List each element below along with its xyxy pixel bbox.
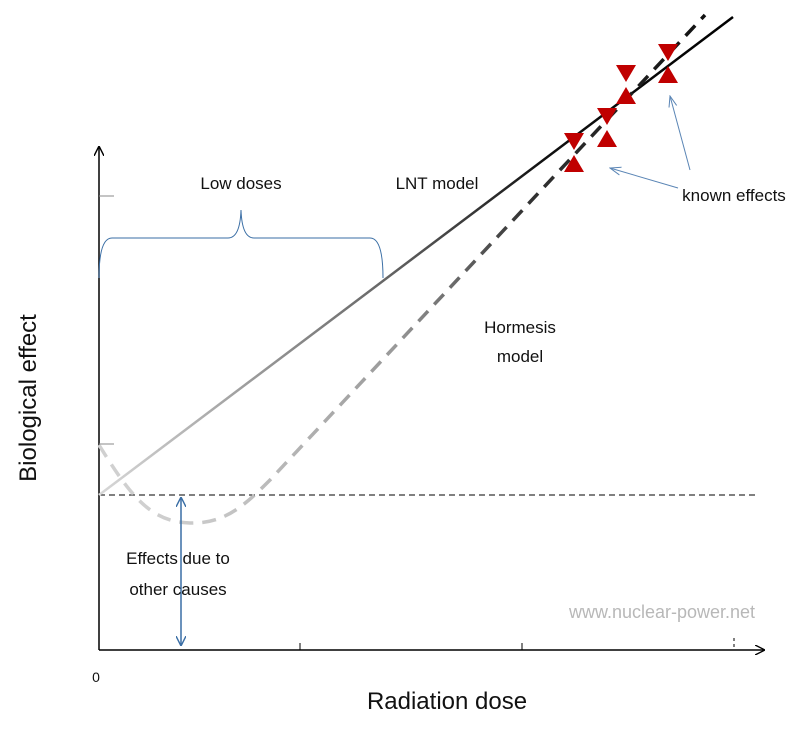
axis-ticks — [99, 195, 735, 650]
known-effects-label: known effects — [682, 186, 786, 205]
other-causes-label: other causes — [129, 580, 226, 599]
other-causes-label: Effects due to — [126, 549, 230, 568]
low-doses-label: Low doses — [200, 174, 281, 193]
lnt-line — [98, 16, 734, 496]
origin-label: 0 — [92, 669, 100, 685]
x-axis-title: Radiation dose — [367, 688, 527, 715]
y-axis-title: Biological effect — [15, 314, 42, 482]
lnt-label: LNT model — [396, 174, 479, 193]
known-effect-markers — [564, 44, 678, 172]
pointer — [670, 96, 691, 171]
hormesis-label: Hormesis — [484, 318, 556, 337]
watermark: www.nuclear-power.net — [568, 602, 755, 622]
hormesis-curve — [97, 13, 707, 525]
pointer — [610, 168, 679, 189]
low-dose-brace — [98, 209, 384, 279]
hormesis-label: model — [497, 347, 543, 366]
